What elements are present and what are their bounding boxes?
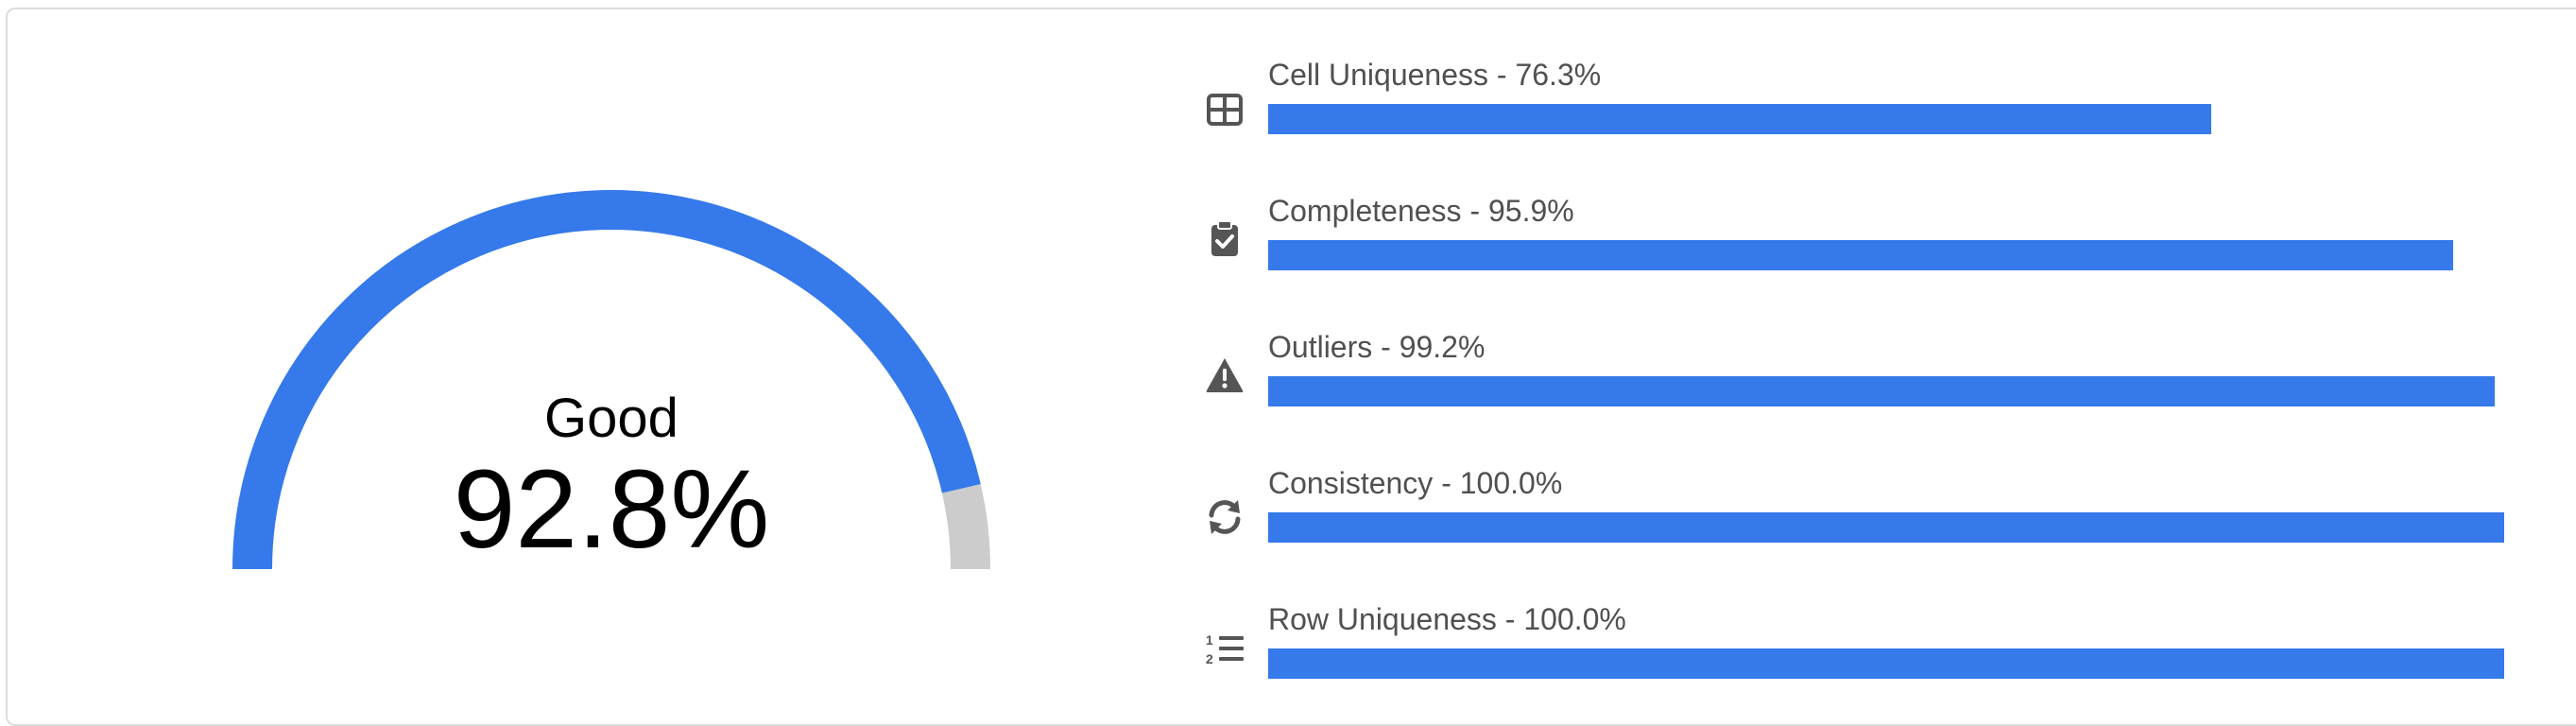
quality-score-card: Good 92.8% Cell Uniqueness - 76.3% Compl… (6, 8, 2576, 726)
metric-outliers: Outliers - 99.2% (1204, 332, 2527, 445)
metric-row-uniqueness: 1 2 Row Uniqueness - 100.0% (1204, 604, 2527, 717)
metric-label: Consistency - 100.0% (1268, 466, 1563, 500)
gauge-rating-label: Good (544, 388, 678, 449)
metric-label: Completeness - 95.9% (1268, 194, 1574, 228)
quality-gauge: Good 92.8% (8, 9, 1142, 715)
metric-completeness: Completeness - 95.9% (1204, 196, 2527, 309)
sync-icon (1209, 500, 1241, 534)
metric-track (1268, 376, 2504, 406)
metric-label: Outliers - 99.2% (1268, 330, 1485, 364)
metric-label: Row Uniqueness - 100.0% (1268, 602, 1626, 636)
gauge-fill (232, 190, 981, 570)
metric-track (1268, 104, 2504, 134)
metric-bar (1268, 512, 2504, 543)
warning-icon (1206, 358, 1244, 392)
metric-track (1268, 648, 2504, 679)
metric-consistency: Consistency - 100.0% (1204, 468, 2527, 581)
metric-bar (1268, 376, 2495, 406)
clipboard-check-icon (1211, 220, 1238, 256)
table-icon (1207, 94, 1243, 126)
svg-text:2: 2 (1206, 651, 1213, 666)
metric-bar (1268, 104, 2211, 134)
gauge-chart (232, 190, 990, 570)
gauge-track (941, 484, 990, 570)
metric-bar (1268, 648, 2504, 679)
metric-track (1268, 240, 2504, 270)
svg-text:1: 1 (1206, 632, 1213, 648)
list-ol-icon: 1 2 (1206, 632, 1244, 666)
gauge-score-value: 92.8% (453, 447, 770, 572)
metric-cell-uniqueness: Cell Uniqueness - 76.3% (1204, 60, 2527, 173)
metric-track (1268, 512, 2504, 543)
metric-bar (1268, 240, 2454, 270)
metric-label: Cell Uniqueness - 76.3% (1268, 58, 1602, 92)
